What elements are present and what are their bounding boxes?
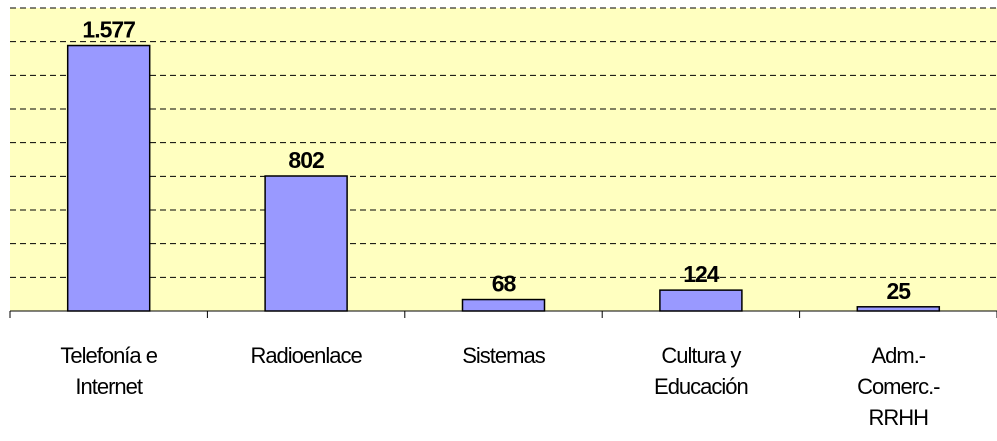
- value-label: 124: [683, 261, 720, 287]
- value-label: 1.577: [82, 17, 135, 43]
- x-tick-label: Cultura y Educación: [654, 343, 749, 399]
- value-label: 25: [887, 278, 912, 304]
- value-label: 68: [492, 271, 517, 297]
- plot-area: [10, 8, 997, 311]
- bar: [461, 298, 546, 312]
- x-tick-label: Adm.-Comerc.-RRHH: [857, 343, 940, 430]
- x-tick-label: Radioenlace: [250, 343, 362, 368]
- value-label: 802: [288, 147, 324, 173]
- bar: [856, 306, 941, 312]
- bar: [264, 175, 348, 312]
- x-tick-label: Telefonía e Internet: [60, 343, 158, 399]
- x-tick-label: Sistemas: [462, 343, 545, 368]
- bar: [659, 289, 743, 312]
- bar: [66, 44, 151, 312]
